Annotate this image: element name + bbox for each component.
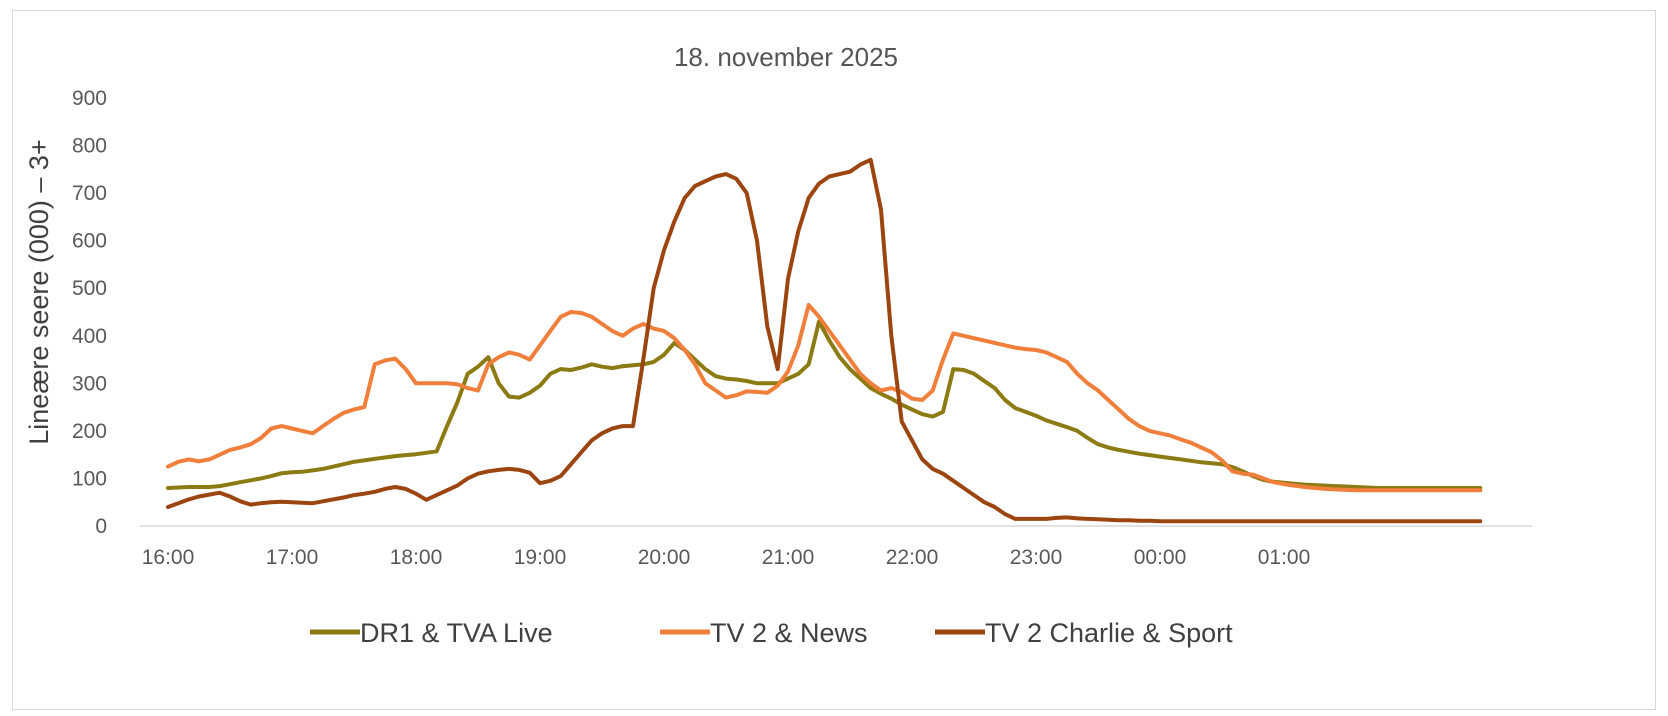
x-tick-label: 17:00 [266, 546, 319, 569]
legend: DR1 & TVA Live TV 2 & News TV 2 Charlie & … [310, 618, 1233, 648]
x-tick-label: 23:00 [1010, 546, 1063, 569]
legend-label-3: TV 2 Charlie & Sport [985, 618, 1233, 648]
x-tick-label: 19:00 [514, 546, 567, 569]
y-tick-label: 400 [72, 325, 107, 348]
y-tick-label: 200 [72, 420, 107, 443]
series-line-2 [166, 302, 1483, 493]
legend-label-1: DR1 & TVA Live [360, 618, 553, 648]
series-line-3 [166, 157, 1483, 524]
y-tick-label: 600 [72, 230, 107, 253]
y-tick-label: 700 [72, 182, 107, 205]
x-tick-label: 20:00 [638, 546, 691, 569]
y-tick-label: 300 [72, 372, 107, 395]
chart-frame [12, 10, 1656, 710]
x-tick-label: 18:00 [390, 546, 443, 569]
x-tick-label: 00:00 [1134, 546, 1187, 569]
x-tick-label: 16:00 [142, 546, 195, 569]
y-tick-label: 0 [95, 515, 107, 538]
y-tick-label: 900 [72, 87, 107, 110]
x-tick-label: 21:00 [762, 546, 815, 569]
y-tick-label: 500 [72, 277, 107, 300]
y-tick-label: 100 [72, 467, 107, 490]
series-lines [166, 157, 1483, 524]
y-tick-label: 800 [72, 135, 107, 158]
y-axis-label: Lineære seere (000) – 3+ [24, 139, 54, 444]
x-tick-label: 22:00 [886, 546, 939, 569]
legend-label-2: TV 2 & News [710, 618, 868, 648]
y-tick-labels: 0 100 200 300 400 500 600 700 800 900 [72, 87, 107, 538]
chart-title: 18. november 2025 [674, 42, 898, 72]
x-tick-labels: 16:00 17:00 18:00 19:00 20:00 21:00 22:00 23:00… [142, 546, 1311, 569]
x-tick-label: 01:00 [1258, 546, 1311, 569]
